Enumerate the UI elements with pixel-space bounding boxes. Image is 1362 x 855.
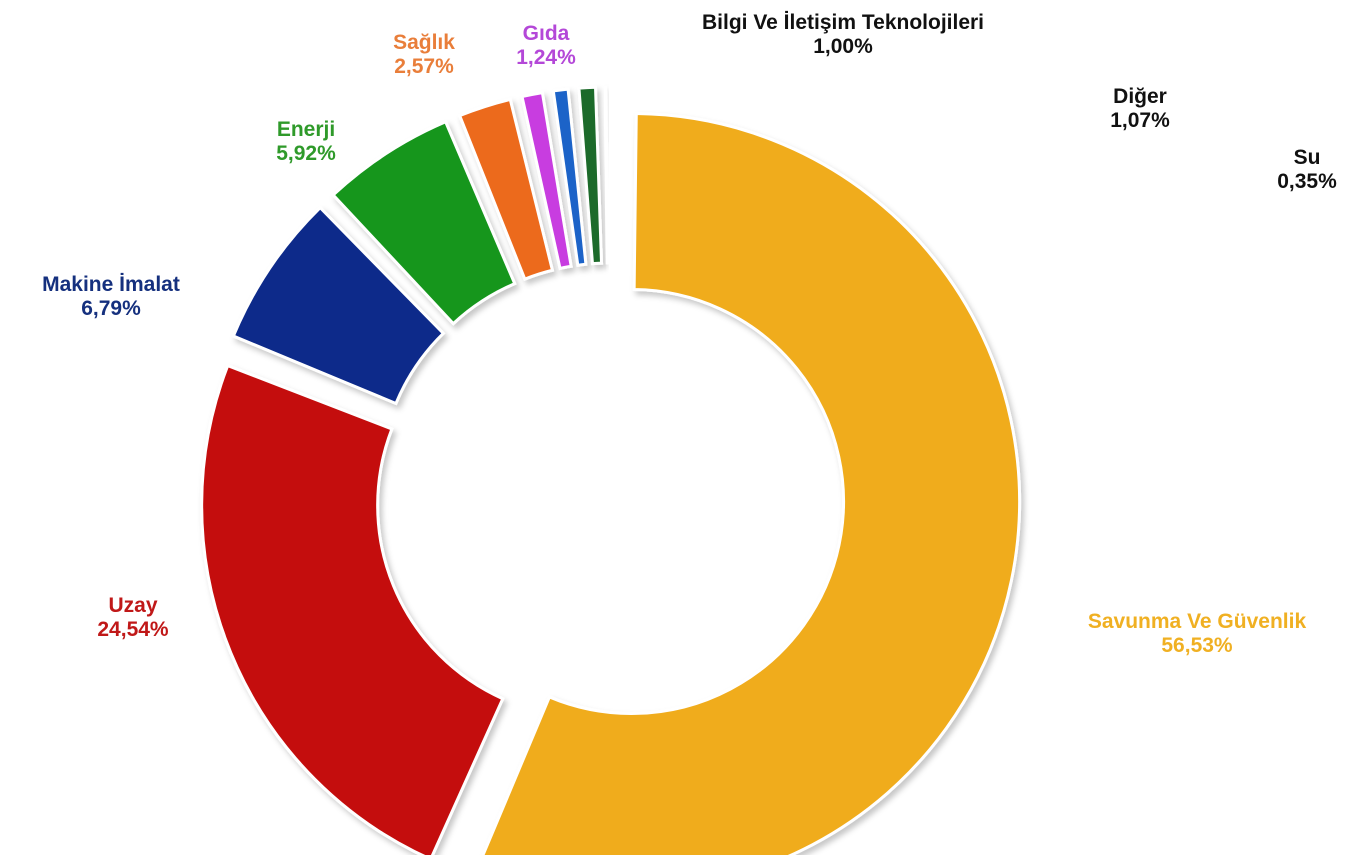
slice-makine-imalat	[231, 205, 446, 406]
slice-enerji	[331, 119, 517, 326]
label-name-saglik: Sağlık	[393, 31, 455, 54]
label-value-su: 0,35%	[1277, 170, 1337, 193]
label-name-gida: Gıda	[523, 22, 570, 45]
label-value-gida: 1,24%	[516, 46, 576, 69]
label-name-diger: Diğer	[1113, 85, 1167, 108]
slice-diger	[577, 85, 604, 266]
label-name-su: Su	[1294, 146, 1321, 169]
label-value-bilgi-ve-iletisim-teknolojileri: 1,00%	[813, 35, 873, 58]
slice-saglik	[457, 97, 555, 282]
label-value-uzay: 24,54%	[97, 618, 169, 641]
label-value-makine-imalat: 6,79%	[81, 297, 141, 320]
label-value-diger: 1,07%	[1110, 109, 1170, 132]
slice-uzay	[200, 363, 505, 855]
slice-bilgi-ve-iletisim-teknolojileri	[551, 87, 588, 267]
slice-savunma-ve-guvenlik	[481, 111, 1022, 855]
label-value-savunma-ve-guvenlik: 56,53%	[1161, 634, 1233, 657]
label-name-uzay: Uzay	[108, 594, 157, 617]
label-name-bilgi-ve-iletisim-teknolojileri: Bilgi Ve İletişim Teknolojileri	[702, 11, 984, 34]
label-value-saglik: 2,57%	[394, 55, 454, 78]
label-name-enerji: Enerji	[277, 118, 335, 141]
slice-su	[603, 85, 610, 265]
slice-gida	[520, 90, 573, 271]
label-su: Su0,35%	[1277, 146, 1337, 193]
label-value-enerji: 5,92%	[276, 142, 336, 165]
label-name-makine-imalat: Makine İmalat	[42, 273, 180, 296]
label-name-savunma-ve-guvenlik: Savunma Ve Güvenlik	[1088, 610, 1307, 633]
